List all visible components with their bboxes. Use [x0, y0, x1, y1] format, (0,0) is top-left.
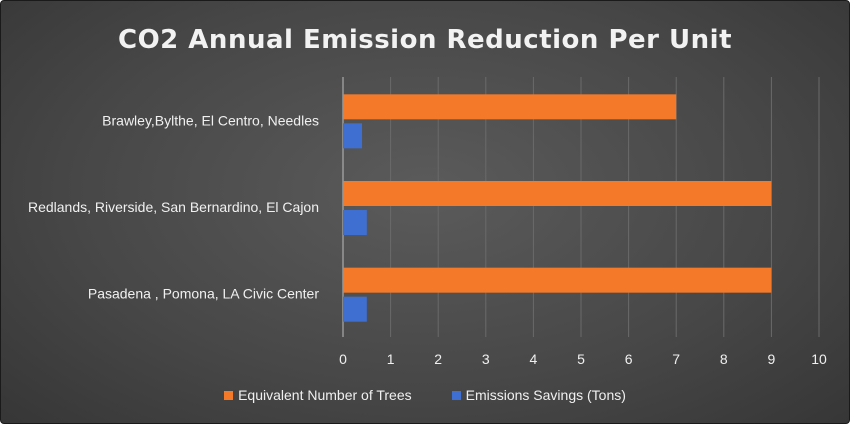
legend-swatch-trees — [224, 390, 234, 400]
x-tick-label-1: 1 — [387, 351, 395, 367]
x-tick-label-8: 8 — [720, 351, 728, 367]
x-tick-label-7: 7 — [672, 351, 680, 367]
legend-item-trees: Equivalent Number of Trees — [224, 387, 412, 403]
category-label-brawley: Brawley,Bylthe, El Centro, Needles — [102, 112, 319, 128]
x-tick-label-2: 2 — [434, 351, 442, 367]
bar-emissions-redlands — [343, 210, 367, 235]
bar-trees-pasadena — [343, 267, 772, 293]
bar-trees-brawley — [343, 94, 677, 120]
bar-emissions-brawley — [343, 123, 363, 149]
x-tick-label-4: 4 — [530, 351, 538, 367]
legend-label-trees: Equivalent Number of Trees — [238, 387, 412, 403]
chart-legend: Equivalent Number of Trees Emissions Sav… — [1, 387, 849, 403]
bar-trees-redlands — [343, 181, 772, 206]
category-label-pasadena: Pasadena , Pomona, LA Civic Center — [88, 286, 319, 302]
legend-label-emissions: Emissions Savings (Tons) — [465, 387, 626, 403]
x-tick-label-0: 0 — [339, 351, 347, 367]
x-tick-label-3: 3 — [482, 351, 490, 367]
category-label-redlands: Redlands, Riverside, San Bernardino, El … — [28, 199, 319, 215]
x-tick-label-5: 5 — [577, 351, 585, 367]
x-tick-label-10: 10 — [811, 351, 827, 367]
chart-title: CO2 Annual Emission Reduction Per Unit — [117, 25, 733, 55]
legend-swatch-emissions — [451, 390, 461, 400]
x-tick-label-9: 9 — [768, 351, 776, 367]
bar-emissions-pasadena — [343, 296, 367, 322]
legend-item-emissions: Emissions Savings (Tons) — [451, 387, 626, 403]
x-tick-label-6: 6 — [625, 351, 633, 367]
